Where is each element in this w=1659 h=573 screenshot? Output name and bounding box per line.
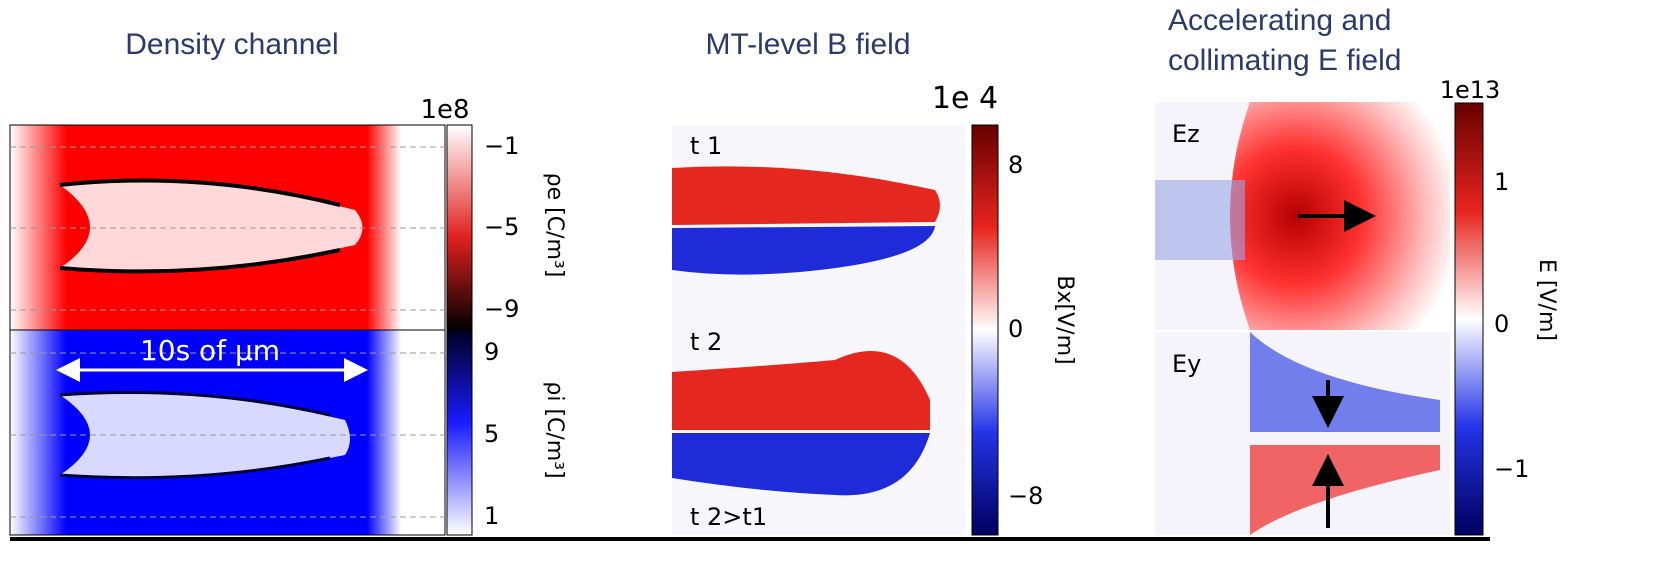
panel-title: Accelerating and	[1168, 4, 1391, 37]
annotation: t 2>t1	[690, 503, 767, 531]
colorbar	[446, 329, 473, 536]
colorbar-tick-label: 9	[484, 338, 499, 366]
colorbar-tick-label: 1	[1494, 168, 1509, 196]
exponent: 1e 4	[932, 81, 998, 116]
b-negative	[672, 226, 935, 275]
colorbar	[971, 124, 999, 536]
colorbar-tick-label: −1	[1494, 455, 1529, 483]
channel-edge	[59, 248, 341, 274]
colorbar-tick-label: 5	[484, 420, 499, 448]
b-negative	[672, 433, 930, 496]
colorbar-tick-label: 0	[1494, 310, 1509, 338]
grid	[10, 146, 445, 518]
exponent: 1e8	[420, 95, 469, 125]
channel-edge	[59, 456, 331, 480]
colorbar-tick-label: 8	[1008, 151, 1023, 179]
panel-title: MT-level B field	[705, 28, 910, 61]
panel-title: collimating E field	[1168, 44, 1401, 77]
subplot-label: Ez	[1172, 120, 1200, 148]
colorbar-tick-label: −1	[484, 132, 519, 160]
b-positive	[672, 351, 930, 430]
channel-edge	[59, 391, 331, 417]
channel-edge	[59, 178, 341, 207]
ey-negative	[1250, 332, 1440, 432]
colorbar-label: ρi [C/m³]	[542, 381, 567, 478]
panel-title: Density channel	[125, 28, 338, 61]
annotation: 10s of μm	[140, 334, 280, 367]
colorbar	[1454, 102, 1484, 536]
b-positive	[672, 166, 940, 225]
subplot-label: Ey	[1172, 350, 1201, 378]
colorbar-tick-label: −9	[484, 295, 519, 323]
ez-noise	[1155, 180, 1245, 260]
colorbar	[446, 124, 473, 331]
channel	[60, 180, 363, 272]
annotation: t 2	[690, 328, 722, 356]
colorbar-tick-label: −8	[1008, 482, 1043, 510]
colorbar-tick-label: 1	[484, 502, 499, 530]
colorbar-label: E [V/m]	[1534, 259, 1559, 341]
colorbar-label: ρe [C/m³]	[542, 173, 567, 278]
annotation: t 1	[690, 132, 722, 160]
exponent: 1e13	[1440, 76, 1501, 104]
colorbar-tick-label: 0	[1008, 315, 1023, 343]
colorbar-tick-label: −5	[484, 213, 519, 241]
colorbar-label: Bx[V/m]	[1052, 275, 1077, 364]
ey-positive	[1250, 445, 1440, 535]
